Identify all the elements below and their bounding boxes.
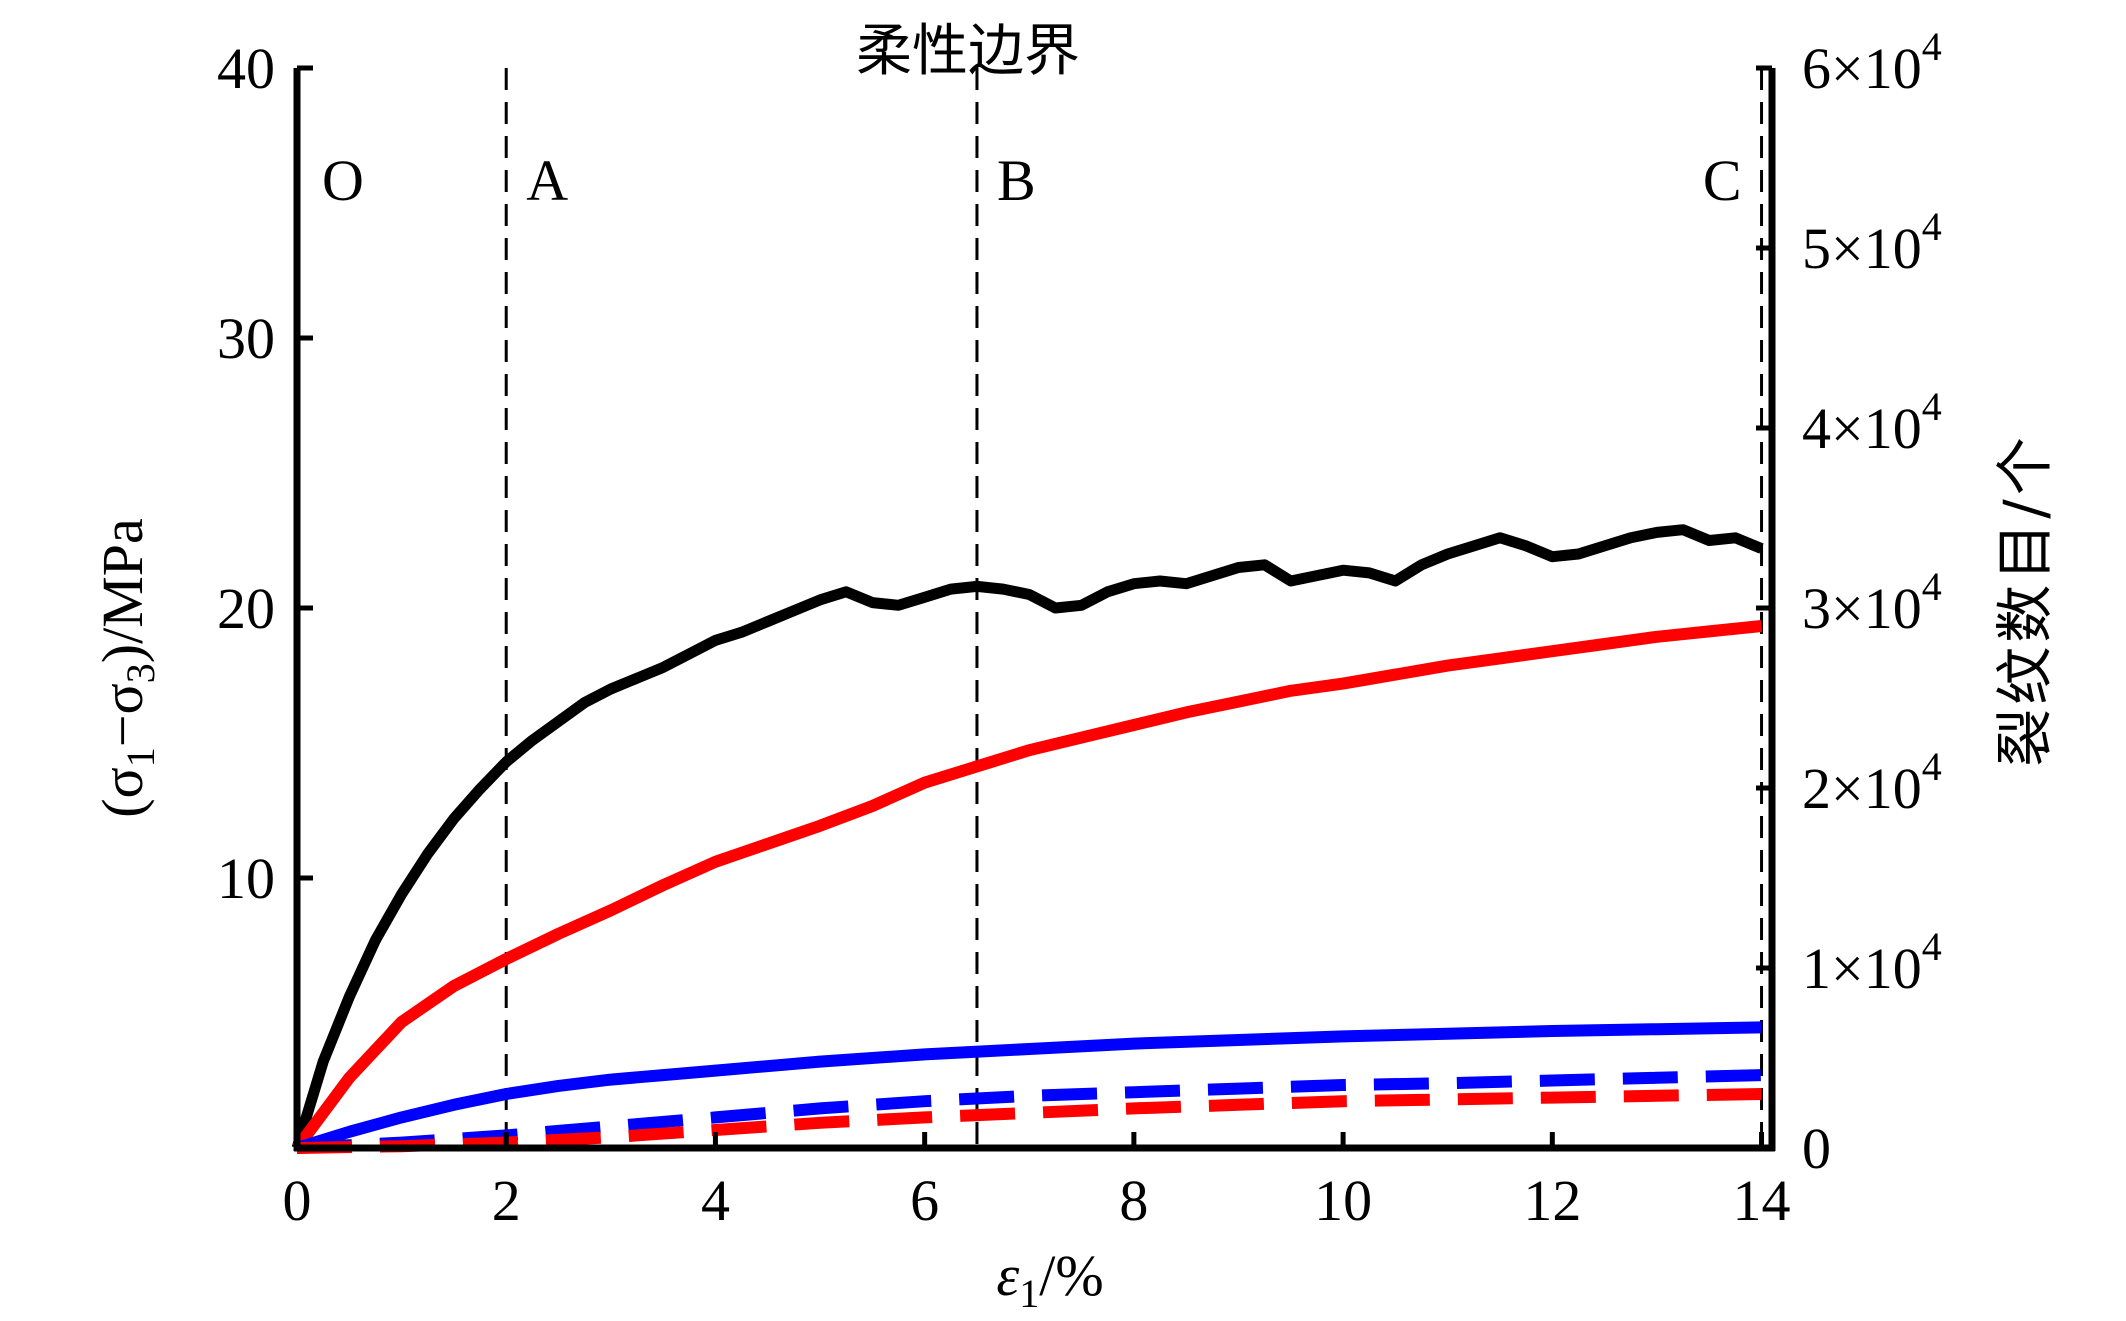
y-left-axis-title-mid: −σ: [90, 683, 155, 747]
y-right-tick-mantissa: 3×10: [1802, 576, 1922, 641]
y-right-tick-label: 6×104: [1802, 24, 1942, 101]
y-right-tick-mantissa: 1×10: [1802, 936, 1922, 1001]
y-right-tick-exponent: 4: [1922, 384, 1942, 429]
y-left-axis-title-close: )/MPa: [90, 518, 155, 663]
stage-label-c: C: [1703, 148, 1742, 213]
x-axis-title-symbol: ε: [996, 1243, 1019, 1308]
x-axis-title: ε1/%: [996, 1243, 1103, 1316]
y-right-tick-exponent: 4: [1922, 744, 1942, 789]
stage-label-a: A: [526, 148, 568, 213]
series-line-1: [291, 524, 1764, 1150]
y-right-tick-exponent: 4: [1922, 204, 1942, 249]
x-tick-label: 6: [910, 1168, 939, 1233]
x-tick-label: 0: [283, 1168, 312, 1233]
y-right-tick-mantissa: 6×10: [1802, 36, 1922, 101]
y-right-tick-exponent: 4: [1922, 924, 1942, 969]
y-left-tick-label: 40: [217, 36, 275, 101]
y-right-tick-mantissa: 2×10: [1802, 756, 1922, 821]
x-tick-label: 12: [1523, 1168, 1581, 1233]
x-tick-label: 4: [701, 1168, 730, 1233]
x-axis-title-rest: /%: [1039, 1243, 1103, 1308]
stage-label-b: B: [997, 148, 1036, 213]
x-tick-label: 2: [492, 1168, 521, 1233]
y-right-tick-label: 4×104: [1802, 384, 1942, 461]
stage-label-o: O: [322, 148, 364, 213]
x-tick-label: 8: [1119, 1168, 1148, 1233]
y-right-tick-mantissa: 4×10: [1802, 396, 1922, 461]
x-tick-label: 14: [1733, 1168, 1791, 1233]
y-right-tick-exponent: 4: [1922, 24, 1942, 69]
y-right-tick-label: 1×104: [1802, 924, 1942, 1001]
series-line-5: [296, 1088, 1762, 1154]
plot-area: O A B C0 2 4 6 8 10 12 141020304001×1042×1043×1044…: [217, 24, 1942, 1233]
y-right-tick-label: 0: [1802, 1116, 1831, 1181]
y-right-tick-label: 3×104: [1802, 564, 1942, 641]
y-left-axis-title: (σ1−σ3)/MPa: [90, 518, 163, 818]
y-right-tick-exponent: 4: [1922, 564, 1942, 609]
y-right-tick-label: 5×104: [1802, 204, 1942, 281]
y-left-axis-title-sub1: 1: [118, 747, 163, 767]
y-left-tick-label: 10: [217, 846, 275, 911]
y-right-tick-label: 2×104: [1802, 744, 1942, 821]
y-left-tick-label: 30: [217, 306, 275, 371]
chart-title: 柔性边界: [856, 19, 1080, 84]
y-left-axis-title-open: (σ: [90, 767, 155, 818]
series-line-2: [292, 620, 1763, 1152]
x-tick-label: 10: [1314, 1168, 1372, 1233]
x-axis-title-sub: 1: [1019, 1271, 1039, 1316]
y-left-tick-label: 20: [217, 576, 275, 641]
y-left-axis-title-sub2: 3: [118, 663, 163, 683]
y-right-axis-title: 裂纹数目/个: [1991, 433, 2059, 767]
y-right-tick-mantissa: 5×10: [1802, 216, 1922, 281]
series-line-3: [295, 1021, 1762, 1154]
